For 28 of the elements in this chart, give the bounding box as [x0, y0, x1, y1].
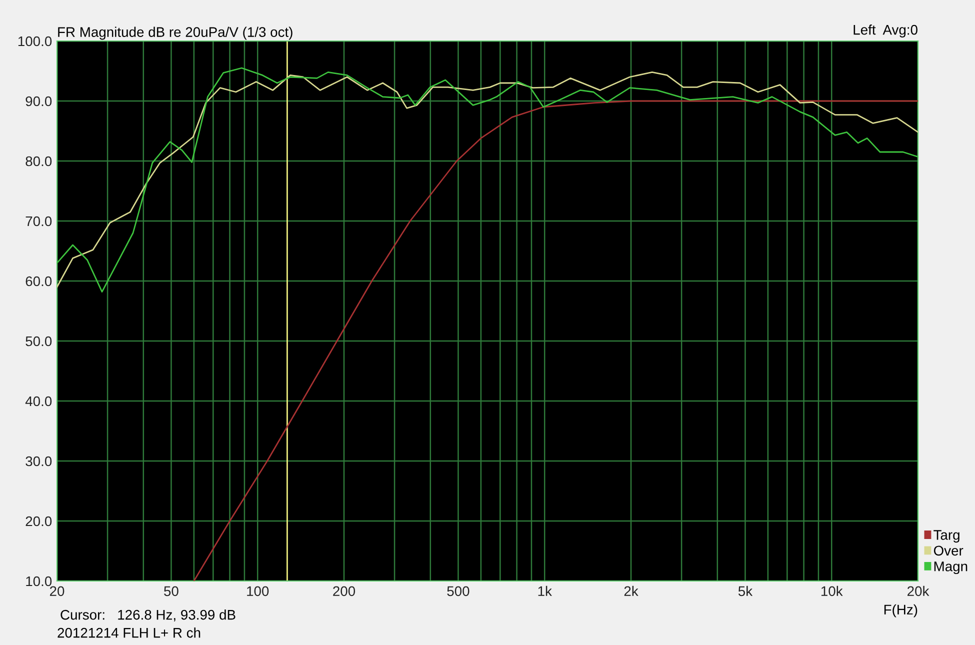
legend-label: Magn	[934, 562, 968, 574]
y-tick-label: 80.0	[26, 156, 52, 166]
y-tick-label: 100.0	[18, 36, 52, 46]
x-tick-label: 1k	[538, 586, 552, 596]
y-tick-label: 70.0	[26, 216, 52, 226]
x-tick-label: 200	[333, 586, 356, 596]
x-tick-label: 20k	[908, 586, 930, 596]
y-tick-label: 60.0	[26, 276, 52, 286]
text: Cursor: 126.8 Hz, 93.99 dB	[60, 610, 236, 622]
text: 20121214 FLH L+ R ch	[58, 628, 200, 638]
x-tick-label: 2k	[624, 586, 638, 596]
x-tick-label: 100	[247, 586, 269, 596]
x-axis-title: F(Hz)	[884, 604, 918, 618]
y-tick-label: 40.0	[25, 396, 52, 406]
chart-title: FR Magnitude dB re 20uPa/V (1/3 oct)	[58, 26, 292, 40]
y-tick-label: 10.0	[26, 576, 52, 586]
text: Left Avg:0	[854, 24, 918, 38]
x-tick-label: 50	[164, 586, 178, 596]
x-tick-label: 5k	[738, 586, 753, 596]
y-tick-label: 20.0	[26, 516, 52, 526]
y-tick-label: 30.0	[26, 456, 52, 466]
x-tick-label: 20	[50, 586, 64, 596]
y-tick-label: 90.0	[26, 96, 52, 106]
legend-label: Targ	[934, 530, 960, 543]
legend-label: Over	[934, 546, 964, 556]
x-tick-label: 10k	[821, 586, 843, 596]
x-tick-label: 500	[447, 586, 470, 596]
y-tick-label: 50.0	[26, 336, 52, 346]
